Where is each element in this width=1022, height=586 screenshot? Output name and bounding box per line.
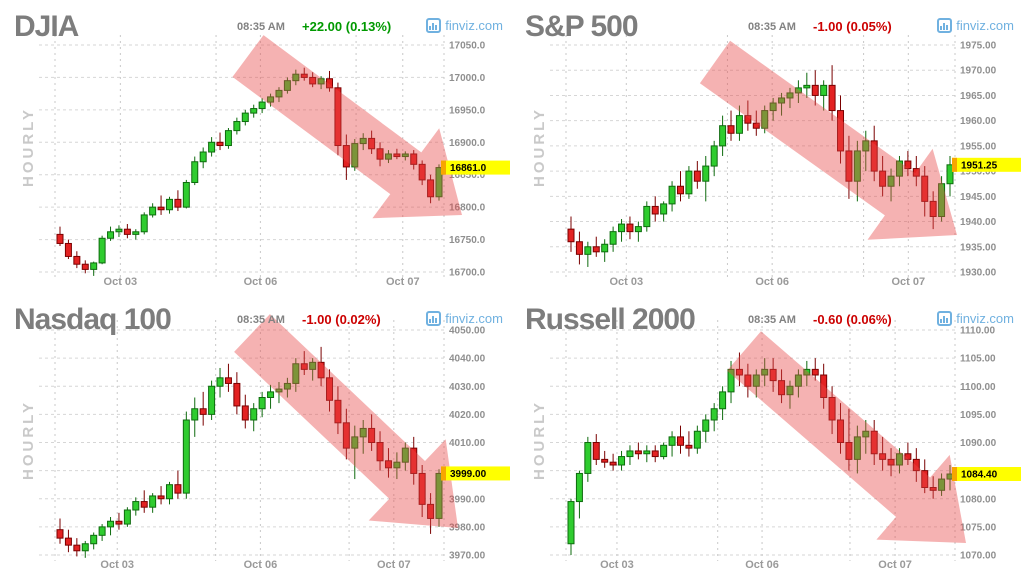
svg-text:1935.00: 1935.00 [960,242,997,253]
finviz-label: finviz.com [445,18,503,33]
svg-text:1950.00: 1950.00 [960,167,997,178]
last-price-tag: 1084.40 [952,467,1021,481]
svg-text:3970.00: 3970.00 [449,551,486,562]
svg-text:1070.00: 1070.00 [960,551,997,562]
svg-text:3990.00: 3990.00 [449,494,486,505]
svg-text:1110.00: 1110.00 [960,326,995,337]
svg-text:Oct 03: Oct 03 [100,559,134,571]
svg-text:1975.00: 1975.00 [960,41,997,52]
svg-text:Oct 07: Oct 07 [386,276,420,288]
svg-text:4030.00: 4030.00 [449,382,486,393]
chart-panel-russell2000: Russell 2000 HOURLY 08:35 AM -0.60 (0.06… [511,293,1022,586]
svg-text:Oct 06: Oct 06 [244,276,278,288]
svg-text:16750.0: 16750.0 [449,235,486,246]
timestamp: 08:35 AM [237,21,285,33]
timestamp: 08:35 AM [237,314,285,326]
svg-text:4020.00: 4020.00 [449,410,486,421]
change-text: -1.00 (0.05%) [813,19,892,34]
svg-text:4050.00: 4050.00 [449,326,486,337]
finviz-label: finviz.com [956,311,1014,326]
chart-title: S&P 500 [525,10,639,43]
finviz-link[interactable]: finviz.com [426,18,503,33]
chart-title: DJIA [14,10,79,43]
chart-title: Russell 2000 [525,303,696,336]
candlestick-plot: 17050.0 17000.0 16950.0 16900.0 16850.0 16800… [39,35,510,288]
svg-text:16950.0: 16950.0 [449,105,486,116]
finviz-link[interactable]: finviz.com [937,18,1014,33]
svg-text:Oct 07: Oct 07 [377,559,411,571]
finviz-icon [937,311,953,326]
svg-text:Oct 07: Oct 07 [891,276,925,288]
svg-text:Oct 06: Oct 06 [745,559,779,571]
change-text: +22.00 (0.13%) [302,19,392,34]
svg-text:16700.0: 16700.0 [449,268,486,279]
svg-text:3980.00: 3980.00 [449,522,486,533]
finviz-label: finviz.com [445,311,503,326]
svg-text:1970.00: 1970.00 [960,66,997,77]
last-price-tag: 1951.25 [952,157,1021,172]
svg-text:Oct 06: Oct 06 [244,559,278,571]
candlestick-plot: 1110.001105.001100.001095.001090.001085.… [550,320,1021,571]
down-arrow-overlay [727,331,966,543]
svg-text:Oct 03: Oct 03 [104,276,138,288]
down-arrow-overlay [699,40,957,240]
svg-text:1945.00: 1945.00 [960,192,997,203]
svg-text:17050.0: 17050.0 [449,41,486,52]
timestamp: 08:35 AM [748,314,796,326]
chart-panel-djia: DJIA HOURLY 08:35 AM +22.00 (0.13%) finv… [0,0,511,293]
candlestick-plot: 4050.004040.004030.004020.004010.004000.… [39,314,510,571]
svg-text:1080.00: 1080.00 [960,494,997,505]
svg-text:16861.0: 16861.0 [450,163,487,174]
svg-text:1100.00: 1100.00 [960,382,996,393]
last-price-tag: 16861.0 [441,160,510,175]
finviz-icon [426,18,442,33]
chart-panel-nasdaq100: Nasdaq 100 HOURLY 08:35 AM -1.00 (0.02%)… [0,293,511,586]
svg-text:1960.00: 1960.00 [960,116,997,127]
svg-text:17000.0: 17000.0 [449,73,486,84]
finviz-label: finviz.com [956,18,1014,33]
finviz-link[interactable]: finviz.com [426,311,503,326]
svg-text:1930.00: 1930.00 [960,268,997,279]
svg-text:Oct 07: Oct 07 [878,559,912,571]
svg-text:1955.00: 1955.00 [960,141,997,152]
svg-text:1095.00: 1095.00 [960,410,997,421]
candlestick-plot: 1975.00 1970.00 1965.00 1960.00 1955.00 1950.… [550,35,1021,288]
chart-panel-sp500: S&P 500 HOURLY 08:35 AM -1.00 (0.05%) fi… [511,0,1022,293]
chart-title: Nasdaq 100 [14,303,172,336]
change-text: -1.00 (0.02%) [302,312,381,327]
change-text: -0.60 (0.06%) [813,312,892,327]
svg-text:1075.00: 1075.00 [960,522,997,533]
svg-text:16900.0: 16900.0 [449,138,486,149]
finviz-link[interactable]: finviz.com [937,311,1014,326]
svg-text:1090.00: 1090.00 [960,438,997,449]
svg-text:16850.0: 16850.0 [449,170,486,181]
timestamp: 08:35 AM [748,21,796,33]
finviz-icon [426,311,442,326]
svg-text:4010.00: 4010.00 [449,438,486,449]
svg-text:Oct 03: Oct 03 [600,559,634,571]
finviz-icon [937,18,953,33]
svg-text:16800.0: 16800.0 [449,203,486,214]
svg-text:1105.00: 1105.00 [960,354,996,365]
svg-text:1951.25: 1951.25 [961,160,998,171]
svg-text:1084.40: 1084.40 [961,470,998,481]
svg-text:4040.00: 4040.00 [449,354,486,365]
svg-text:3999.00: 3999.00 [450,469,487,480]
down-arrow-overlay [234,314,458,528]
svg-text:Oct 06: Oct 06 [755,276,789,288]
down-arrow-overlay [232,35,462,219]
svg-text:1965.00: 1965.00 [960,91,997,102]
svg-text:1940.00: 1940.00 [960,217,997,228]
svg-text:Oct 03: Oct 03 [609,276,643,288]
last-price-tag: 3999.00 [441,466,510,481]
